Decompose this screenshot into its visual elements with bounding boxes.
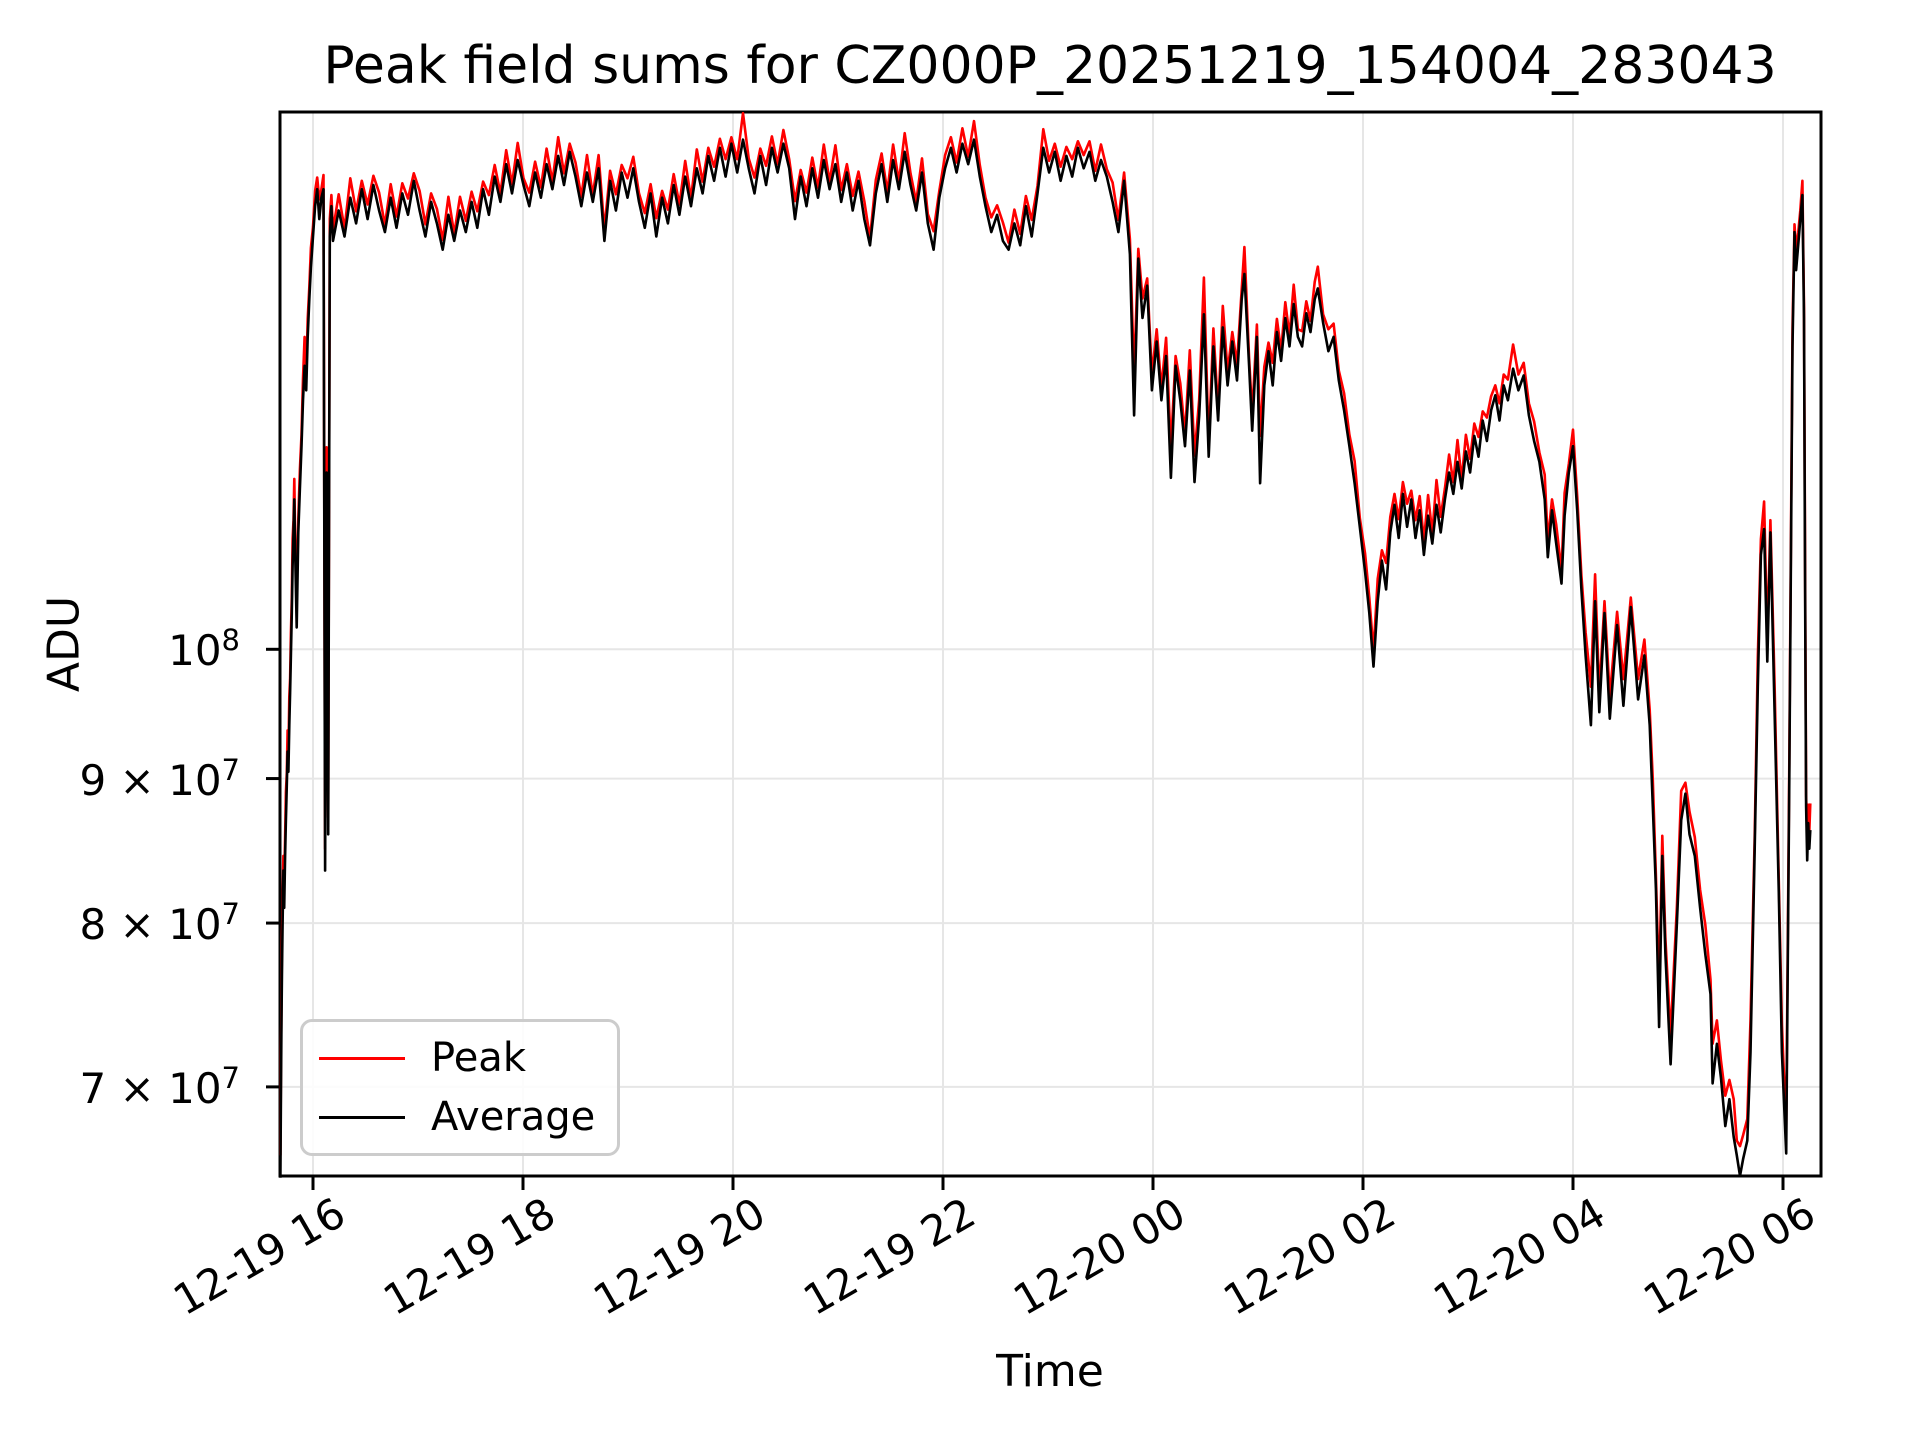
y-tick-label: 108 xyxy=(168,623,240,676)
legend-entry-peak: Peak xyxy=(303,1035,617,1081)
chart-legend: Peak Average xyxy=(300,1019,620,1156)
peak-line-swatch xyxy=(319,1056,405,1060)
y-tick-label: 7 × 107 xyxy=(79,1060,240,1113)
peak-series-line xyxy=(279,111,1812,1156)
y-tick-label: 9 × 107 xyxy=(79,752,240,805)
y-axis-title: ADU xyxy=(38,595,90,693)
chart-title: Peak field sums for CZ000P_20251219_1540… xyxy=(323,36,1777,96)
legend-label-peak: Peak xyxy=(431,1035,526,1081)
average-series-line xyxy=(279,138,1812,1178)
legend-label-average: Average xyxy=(431,1094,596,1140)
tick-marks xyxy=(266,647,1785,1190)
y-tick-label: 8 × 107 xyxy=(79,897,240,950)
x-axis-title: Time xyxy=(996,1346,1104,1397)
grid-lines xyxy=(280,112,1821,1176)
legend-entry-average: Average xyxy=(303,1094,617,1140)
plot-frame xyxy=(278,110,1823,1178)
average-line-swatch xyxy=(319,1115,405,1119)
